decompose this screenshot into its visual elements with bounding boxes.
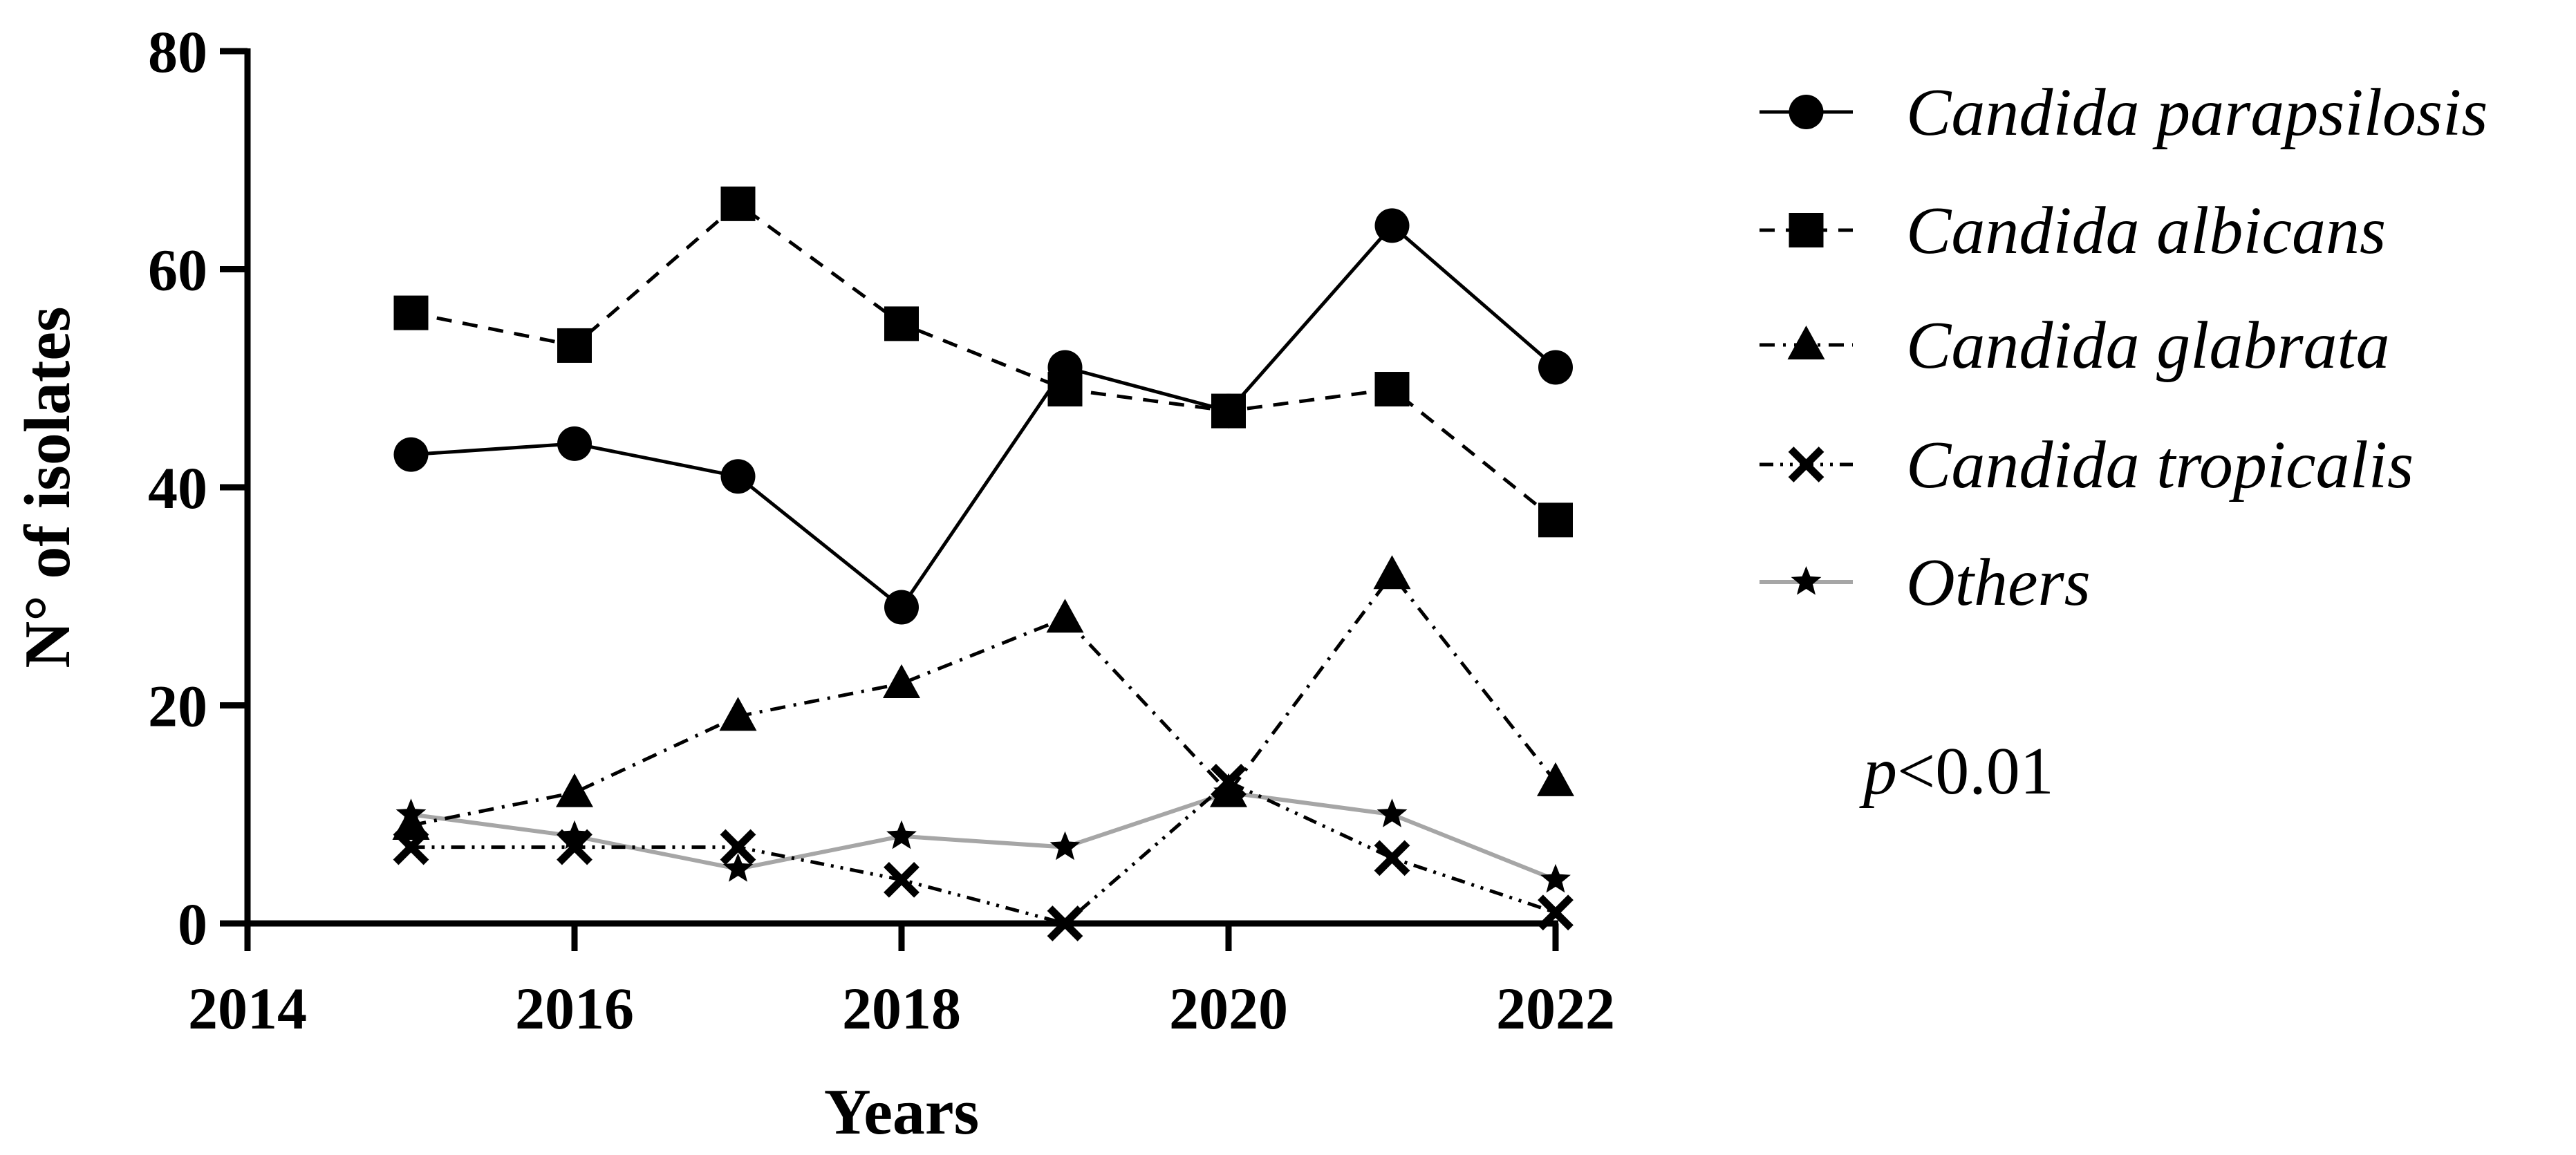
- data-point: [393, 437, 429, 472]
- p-value-italic: p: [1859, 734, 1897, 809]
- data-point: [884, 306, 919, 341]
- x-marker-stroke: [557, 829, 592, 865]
- legend-item: Others: [1760, 545, 2091, 620]
- x-tick-label: 2022: [1496, 975, 1615, 1042]
- data-point: [886, 820, 917, 849]
- legend-label: Candida parapsilosis: [1906, 75, 2488, 150]
- axes: 2014 2016 2018 2020 2022 0 20 40 60 80 Years N° of …: [12, 19, 1615, 1148]
- x-tick-label: 2018: [842, 975, 961, 1042]
- x-tick-label: 2020: [1169, 975, 1288, 1042]
- data-point: [1046, 599, 1084, 633]
- legend-label: Candida glabrata: [1906, 308, 2390, 383]
- x-tick-label: 2014: [188, 975, 307, 1042]
- data-point: [884, 590, 919, 625]
- legend-marker: [1789, 213, 1824, 247]
- p-value-rest: <0.01: [1897, 734, 2054, 809]
- data-point: [1373, 555, 1411, 590]
- data-point: [559, 820, 590, 849]
- data-point: [557, 829, 592, 865]
- data-point: [883, 664, 920, 698]
- y-tick-label: 0: [178, 891, 207, 957]
- data-point: [557, 426, 592, 461]
- data-point: [1049, 831, 1081, 861]
- series-line: [411, 790, 1557, 882]
- data-point: [556, 773, 593, 807]
- legend-marker: [1788, 447, 1824, 482]
- x-marker-stroke: [1538, 894, 1574, 931]
- legend-marker: [1789, 95, 1824, 129]
- y-tick-label: 60: [148, 237, 207, 303]
- data-point: [1047, 350, 1083, 385]
- series-candida-parapsilosis: [393, 208, 1573, 625]
- series-line: [411, 223, 1557, 610]
- series-candida-glabrata: [392, 555, 1574, 841]
- data-point: [557, 328, 592, 363]
- y-tick-label: 80: [148, 19, 207, 85]
- legend-marker: [1787, 326, 1825, 359]
- data-point: [720, 186, 756, 221]
- y-axis-title: N° of isolates: [12, 306, 84, 668]
- legend-marker: [1791, 566, 1822, 595]
- data-point: [1374, 372, 1410, 407]
- data-point: [1538, 503, 1573, 538]
- data-point: [884, 862, 920, 898]
- x-marker-stroke: [1788, 447, 1824, 482]
- plot-area: [392, 186, 1574, 941]
- data-point: [1211, 393, 1246, 429]
- series-line: [411, 572, 1557, 827]
- legend: Candida parapsilosis Candida albicans Cand…: [1760, 75, 2488, 620]
- legend-label: Candida tropicalis: [1906, 428, 2414, 503]
- data-point: [392, 806, 430, 841]
- data-point: [720, 459, 756, 494]
- data-point: [1538, 894, 1574, 931]
- legend-label: Others: [1906, 545, 2091, 620]
- data-point: [1376, 798, 1408, 827]
- x-marker-stroke: [1047, 905, 1083, 941]
- data-point: [1537, 762, 1574, 796]
- legend-item: Candida albicans: [1760, 194, 2386, 268]
- x-marker-stroke: [1374, 840, 1410, 876]
- data-point: [720, 829, 756, 865]
- y-tick-label: 40: [148, 455, 207, 521]
- data-point: [719, 697, 757, 731]
- data-point: [1374, 208, 1410, 243]
- data-point: [1540, 863, 1571, 893]
- legend-item: Candida glabrata: [1760, 308, 2390, 383]
- x-axis-title: Years: [824, 1076, 980, 1148]
- data-point: [1374, 840, 1410, 876]
- x-marker-stroke: [720, 829, 756, 865]
- data-point: [393, 295, 429, 330]
- data-point: [1047, 905, 1083, 941]
- legend-item: Candida tropicalis: [1760, 428, 2414, 503]
- legend-item: Candida parapsilosis: [1760, 75, 2488, 150]
- x-marker-stroke: [884, 862, 920, 898]
- x-tick-label: 2016: [515, 975, 634, 1042]
- series-line: [411, 201, 1557, 522]
- data-point: [1538, 350, 1573, 385]
- data-point: [1210, 773, 1247, 807]
- data-point: [722, 853, 754, 882]
- y-tick-label: 20: [148, 673, 207, 740]
- p-value-annotation: p<0.01: [1859, 734, 2054, 809]
- legend-label: Candida albicans: [1906, 194, 2386, 268]
